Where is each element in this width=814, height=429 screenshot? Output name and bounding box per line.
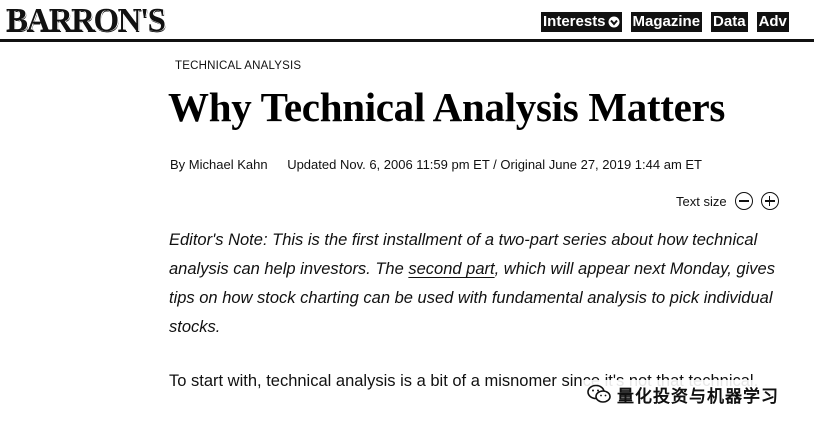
nav-item-label: Interests xyxy=(543,13,606,30)
nav-item-label: Adv xyxy=(758,13,787,30)
editors-note-text: Editor's Note: This is the first install… xyxy=(169,231,758,278)
editors-note: Editor's Note: This is the first install… xyxy=(169,226,799,342)
plus-circle-icon[interactable] xyxy=(760,192,779,210)
nav-item-interests[interactable]: Interests xyxy=(541,12,622,32)
watermark-text: 量化投资与机器学习 xyxy=(617,386,779,407)
text-size-control: Text size xyxy=(676,192,779,210)
byline: By Michael Kahn Updated Nov. 6, 2006 11:… xyxy=(170,157,702,172)
article-headline: Why Technical Analysis Matters xyxy=(168,84,726,130)
publish-dates: Updated Nov. 6, 2006 11:59 pm ET / Origi… xyxy=(287,157,702,172)
author-name[interactable]: By Michael Kahn xyxy=(170,157,268,172)
nav-item-magazine[interactable]: Magazine xyxy=(630,12,703,32)
editors-note-text-end: , which will appear next Monday, gives t… xyxy=(169,260,775,336)
wechat-icon xyxy=(587,384,611,403)
nav-item-advisor[interactable]: Adv xyxy=(756,12,789,32)
nav-item-label: Magazine xyxy=(632,13,701,30)
watermark: 量化投资与机器学习 xyxy=(583,380,783,408)
nav-item-data[interactable]: Data xyxy=(711,12,748,32)
site-header: BARRON'S Interests Magazine Data Adv xyxy=(0,0,814,42)
nav-item-label: Data xyxy=(713,13,746,30)
minus-circle-icon[interactable] xyxy=(734,192,753,210)
text-size-label: Text size xyxy=(676,193,727,209)
chevron-down-icon xyxy=(608,16,620,28)
barrons-logo[interactable]: BARRON'S xyxy=(6,2,166,40)
top-nav: Interests Magazine Data Adv xyxy=(541,12,789,34)
article-kicker[interactable]: TECHNICAL ANALYSIS xyxy=(175,60,302,72)
second-part-link[interactable]: second part xyxy=(408,260,495,278)
